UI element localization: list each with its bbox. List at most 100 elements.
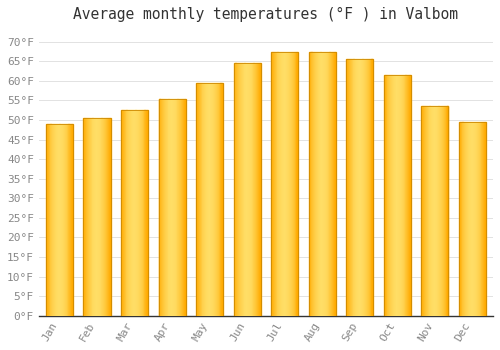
Bar — [256, 63, 257, 316]
Bar — [122, 110, 123, 316]
Bar — [459, 122, 460, 316]
Bar — [68, 124, 70, 316]
Bar — [89, 118, 90, 316]
Bar — [72, 124, 73, 316]
Bar — [163, 99, 164, 316]
Bar — [410, 75, 411, 316]
Bar — [364, 60, 366, 316]
Bar — [314, 51, 315, 316]
Bar — [409, 75, 410, 316]
Bar — [484, 122, 485, 316]
Bar — [258, 63, 259, 316]
Bar — [477, 122, 478, 316]
Bar — [360, 60, 362, 316]
Bar — [183, 99, 184, 316]
Bar — [99, 118, 100, 316]
Bar — [147, 110, 148, 316]
Bar — [144, 110, 146, 316]
Bar — [350, 60, 351, 316]
Bar — [332, 51, 333, 316]
Bar — [335, 51, 336, 316]
Bar — [322, 51, 323, 316]
Bar — [241, 63, 242, 316]
Bar — [275, 51, 276, 316]
Bar — [196, 83, 223, 316]
Bar — [96, 118, 97, 316]
Bar — [368, 60, 369, 316]
Bar — [393, 75, 394, 316]
Bar — [90, 118, 92, 316]
Bar — [248, 63, 249, 316]
Bar — [365, 60, 366, 316]
Bar — [482, 122, 484, 316]
Bar — [124, 110, 126, 316]
Bar — [474, 122, 475, 316]
Bar — [398, 75, 399, 316]
Bar — [468, 122, 469, 316]
Bar — [234, 63, 260, 316]
Bar — [404, 75, 406, 316]
Bar — [90, 118, 91, 316]
Bar — [272, 51, 273, 316]
Bar — [54, 124, 55, 316]
Bar — [63, 124, 64, 316]
Bar — [436, 106, 438, 316]
Bar — [271, 51, 298, 316]
Bar — [250, 63, 251, 316]
Bar — [175, 99, 176, 316]
Bar — [402, 75, 404, 316]
Bar — [108, 118, 110, 316]
Bar — [370, 60, 372, 316]
Bar — [162, 99, 163, 316]
Bar — [252, 63, 254, 316]
Bar — [326, 51, 327, 316]
Bar — [141, 110, 142, 316]
Bar — [257, 63, 258, 316]
Bar — [459, 122, 486, 316]
Bar — [259, 63, 260, 316]
Bar — [334, 51, 335, 316]
Bar — [273, 51, 274, 316]
Bar — [326, 51, 328, 316]
Bar — [84, 118, 110, 316]
Bar — [237, 63, 238, 316]
Bar — [216, 83, 217, 316]
Bar — [308, 51, 310, 316]
Bar — [443, 106, 444, 316]
Bar — [464, 122, 466, 316]
Bar — [313, 51, 314, 316]
Bar — [55, 124, 56, 316]
Bar — [178, 99, 180, 316]
Bar — [356, 60, 357, 316]
Bar — [140, 110, 141, 316]
Bar — [136, 110, 138, 316]
Bar — [92, 118, 94, 316]
Bar — [234, 63, 236, 316]
Bar — [132, 110, 133, 316]
Bar — [123, 110, 124, 316]
Bar — [352, 60, 354, 316]
Bar — [88, 118, 89, 316]
Bar — [236, 63, 238, 316]
Bar — [401, 75, 402, 316]
Bar — [239, 63, 240, 316]
Bar — [324, 51, 325, 316]
Bar — [129, 110, 130, 316]
Title: Average monthly temperatures (°F ) in Valbom: Average monthly temperatures (°F ) in Va… — [74, 7, 458, 22]
Bar — [247, 63, 248, 316]
Bar — [475, 122, 476, 316]
Bar — [139, 110, 140, 316]
Bar — [238, 63, 239, 316]
Bar — [121, 110, 148, 316]
Bar — [347, 60, 348, 316]
Bar — [164, 99, 165, 316]
Bar — [184, 99, 185, 316]
Bar — [346, 60, 374, 316]
Bar — [441, 106, 442, 316]
Bar — [445, 106, 446, 316]
Bar — [425, 106, 426, 316]
Bar — [386, 75, 388, 316]
Bar — [246, 63, 247, 316]
Bar — [202, 83, 203, 316]
Bar — [170, 99, 172, 316]
